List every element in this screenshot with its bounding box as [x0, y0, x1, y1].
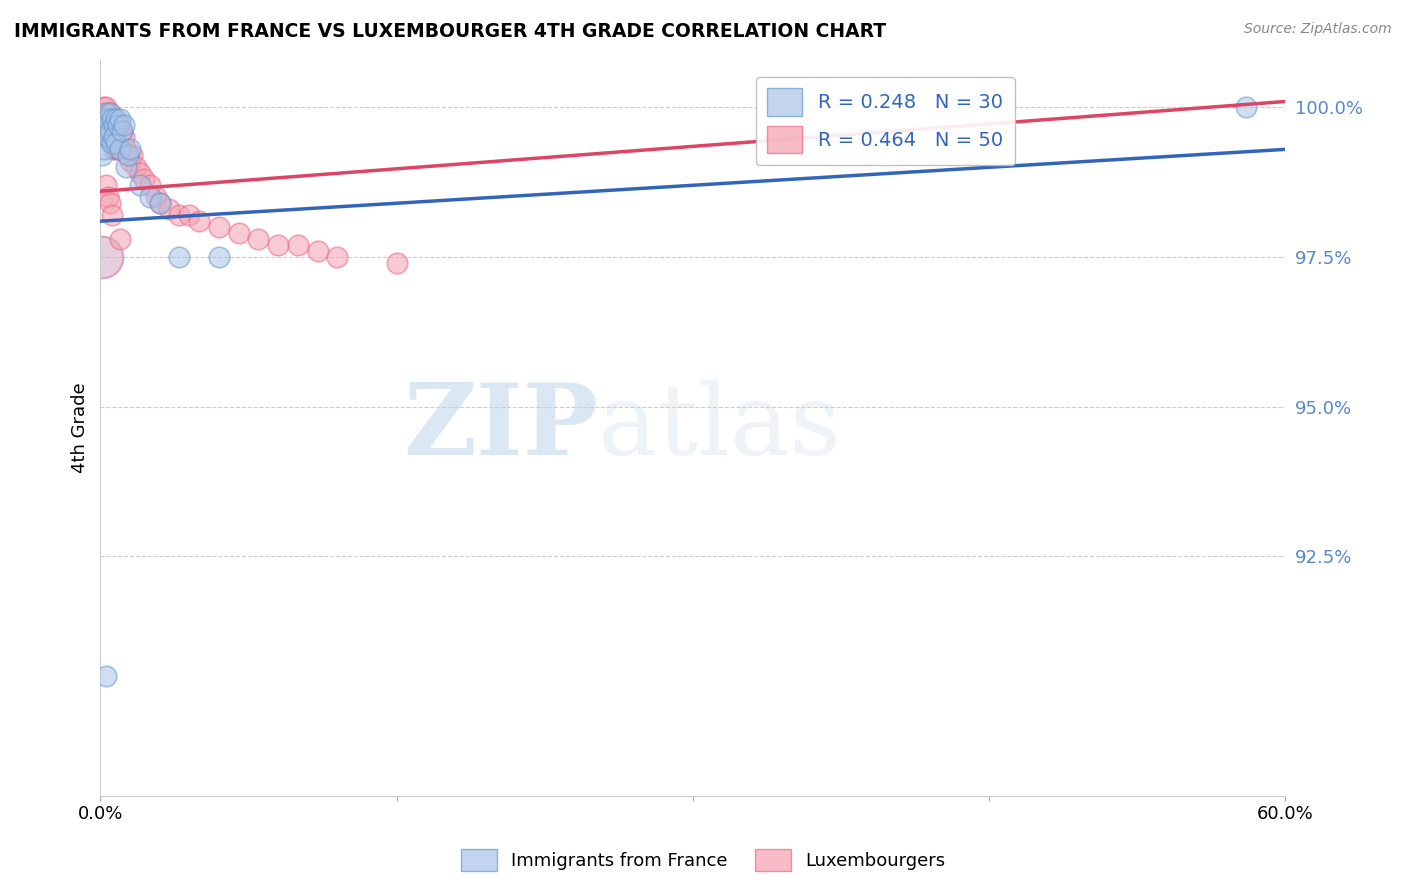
Point	[125, 161, 148, 175]
Point	[108, 142, 131, 156]
Point	[103, 142, 125, 156]
Point	[105, 112, 128, 127]
Point	[105, 119, 128, 133]
Point	[121, 148, 143, 162]
Point	[159, 202, 181, 217]
Point	[117, 148, 139, 162]
Point	[93, 142, 115, 156]
Point	[112, 119, 135, 133]
Point	[169, 208, 191, 222]
Point	[169, 250, 191, 264]
Text: atlas: atlas	[598, 380, 841, 475]
Point	[101, 130, 124, 145]
Point	[93, 100, 115, 114]
Point	[91, 106, 114, 120]
Point	[138, 190, 160, 204]
Text: IMMIGRANTS FROM FRANCE VS LUXEMBOURGER 4TH GRADE CORRELATION CHART: IMMIGRANTS FROM FRANCE VS LUXEMBOURGER 4…	[14, 22, 886, 41]
Point	[267, 238, 290, 252]
Point	[107, 142, 129, 156]
Point	[96, 119, 118, 133]
Point	[145, 190, 167, 204]
Point	[105, 136, 128, 151]
Point	[115, 161, 138, 175]
Point	[208, 220, 231, 235]
Point	[91, 250, 114, 264]
Point	[98, 106, 121, 120]
Legend: Immigrants from France, Luxembourgers: Immigrants from France, Luxembourgers	[453, 842, 953, 879]
Text: ZIP: ZIP	[404, 379, 598, 476]
Point	[149, 196, 172, 211]
Point	[138, 178, 160, 193]
Point	[101, 136, 124, 151]
Point	[93, 130, 115, 145]
Point	[287, 238, 309, 252]
Point	[115, 142, 138, 156]
Point	[91, 148, 114, 162]
Point	[97, 190, 120, 204]
Point	[1234, 100, 1257, 114]
Point	[97, 106, 120, 120]
Point	[96, 119, 118, 133]
Point	[101, 112, 124, 127]
Point	[97, 112, 120, 127]
Point	[385, 256, 408, 270]
Point	[108, 119, 131, 133]
Point	[128, 178, 150, 193]
Point	[307, 244, 329, 259]
Point	[96, 669, 118, 683]
Point	[107, 119, 129, 133]
Point	[107, 119, 129, 133]
Legend: R = 0.248   N = 30, R = 0.464   N = 50: R = 0.248 N = 30, R = 0.464 N = 50	[756, 77, 1015, 165]
Point	[91, 250, 114, 264]
Point	[101, 112, 124, 127]
Point	[117, 148, 139, 162]
Point	[208, 250, 231, 264]
Y-axis label: 4th Grade: 4th Grade	[72, 383, 89, 473]
Point	[179, 208, 201, 222]
Point	[96, 178, 118, 193]
Point	[108, 232, 131, 246]
Point	[228, 226, 250, 240]
Point	[91, 124, 114, 138]
Point	[118, 154, 141, 169]
Text: Source: ZipAtlas.com: Source: ZipAtlas.com	[1244, 22, 1392, 37]
Point	[105, 142, 128, 156]
Point	[247, 232, 270, 246]
Point	[103, 119, 125, 133]
Point	[97, 124, 120, 138]
Point	[98, 124, 121, 138]
Point	[101, 208, 124, 222]
Point	[188, 214, 211, 228]
Point	[108, 142, 131, 156]
Point	[98, 196, 121, 211]
Point	[103, 130, 125, 145]
Point	[98, 124, 121, 138]
Point	[98, 106, 121, 120]
Point	[111, 124, 134, 138]
Point	[149, 196, 172, 211]
Point	[96, 100, 118, 114]
Point	[96, 106, 118, 120]
Point	[326, 250, 349, 264]
Point	[108, 112, 131, 127]
Point	[111, 124, 134, 138]
Point	[103, 112, 125, 127]
Point	[93, 112, 115, 127]
Point	[93, 112, 115, 127]
Point	[93, 124, 115, 138]
Point	[128, 166, 150, 180]
Point	[97, 130, 120, 145]
Point	[118, 142, 141, 156]
Point	[112, 130, 135, 145]
Point	[132, 172, 155, 186]
